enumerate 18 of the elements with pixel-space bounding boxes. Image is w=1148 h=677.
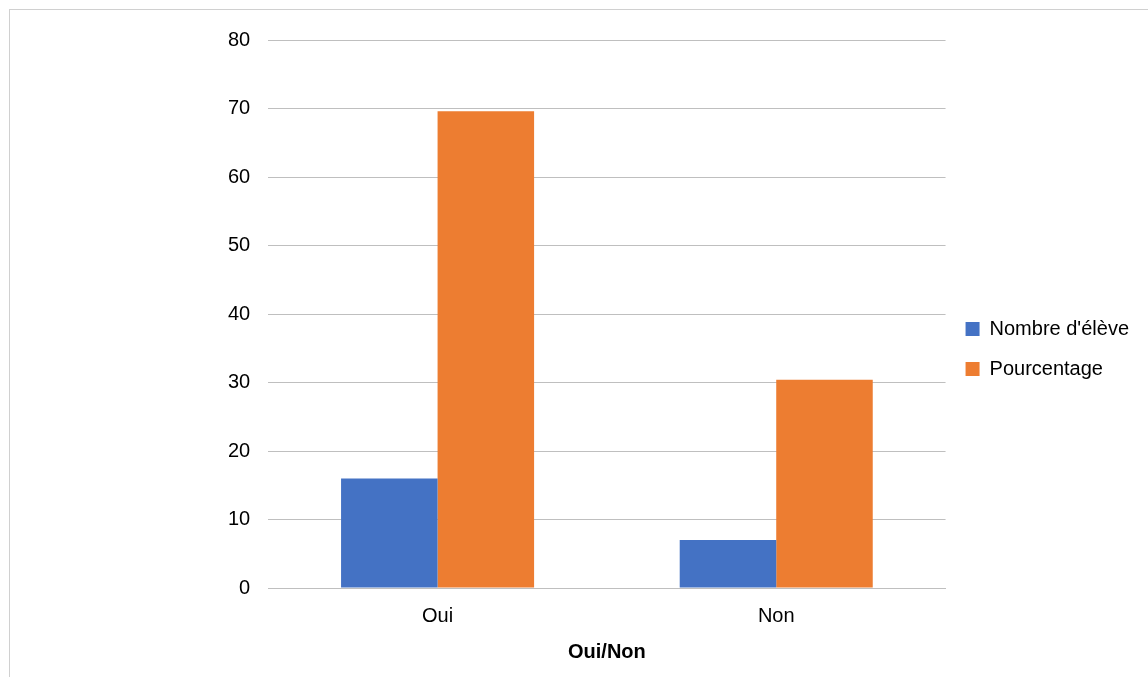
y-tick-label: 50 bbox=[228, 233, 251, 256]
y-tick-label: 20 bbox=[228, 438, 251, 461]
y-tick-label: 60 bbox=[228, 164, 251, 187]
x-axis-title: Oui/Non bbox=[568, 639, 646, 662]
bar bbox=[776, 379, 873, 588]
bar bbox=[341, 478, 438, 588]
y-tick-label: 40 bbox=[228, 301, 251, 324]
legend-label: Pourcentage bbox=[989, 356, 1103, 379]
y-tick-label: 30 bbox=[228, 370, 251, 393]
bar bbox=[679, 540, 777, 588]
y-tick-label: 0 bbox=[239, 575, 251, 598]
bar bbox=[437, 111, 535, 588]
y-tick-label: 10 bbox=[228, 507, 251, 530]
x-tick-label: Non bbox=[757, 603, 795, 626]
y-tick-label: 70 bbox=[228, 96, 251, 119]
y-tick-label: 80 bbox=[228, 27, 251, 50]
legend-label: Nombre d'élève bbox=[989, 316, 1130, 339]
x-tick-label: Oui bbox=[422, 603, 454, 626]
